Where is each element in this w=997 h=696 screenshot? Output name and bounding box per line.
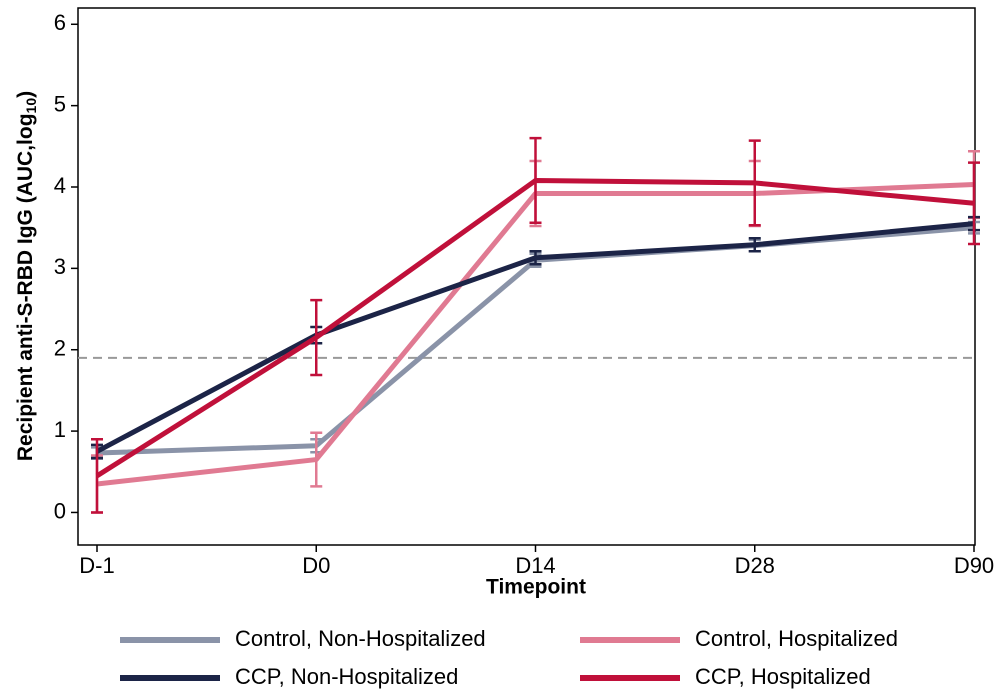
legend-label: Control, Non-Hospitalized: [235, 626, 486, 651]
y-axis-title-main: Recipient anti-S-RBD IgG (AUC,log: [14, 113, 37, 461]
y-axis-title-end: ): [14, 91, 37, 98]
legend-label: CCP, Non-Hospitalized: [235, 664, 458, 689]
series-line: [96, 182, 975, 487]
y-tick-label: 1: [54, 417, 66, 442]
error-bar: [748, 237, 761, 253]
x-tick-label: D28: [735, 553, 775, 578]
x-tick-label: D14: [515, 553, 555, 578]
error-bar: [310, 431, 323, 488]
error-bar: [968, 161, 980, 246]
legend-label: Control, Hospitalized: [695, 626, 898, 651]
y-tick-label: 5: [54, 91, 66, 116]
y-tick-label: 6: [54, 10, 66, 35]
y-axis-title: Recipient anti-S-RBD IgG (AUC,log10): [14, 91, 39, 461]
error-bar: [748, 139, 761, 227]
plot-frame: [77, 7, 976, 546]
error-bar: [91, 437, 103, 514]
y-tick-label: 2: [54, 336, 66, 361]
x-tick-label: D-1: [79, 553, 114, 578]
legend-label: CCP, Hospitalized: [695, 664, 871, 689]
x-tick-label: D0: [302, 553, 330, 578]
y-tick-label: 0: [54, 498, 66, 523]
x-axis-title: Timepoint: [486, 576, 586, 599]
error-bar: [529, 250, 542, 266]
error-bar: [529, 136, 542, 225]
y-tick-label: 3: [54, 254, 66, 279]
error-bar: [310, 298, 323, 377]
x-tick-label: D90: [954, 553, 994, 578]
y-axis-title-sub: 10: [23, 98, 39, 114]
y-tick-label: 4: [54, 173, 66, 198]
